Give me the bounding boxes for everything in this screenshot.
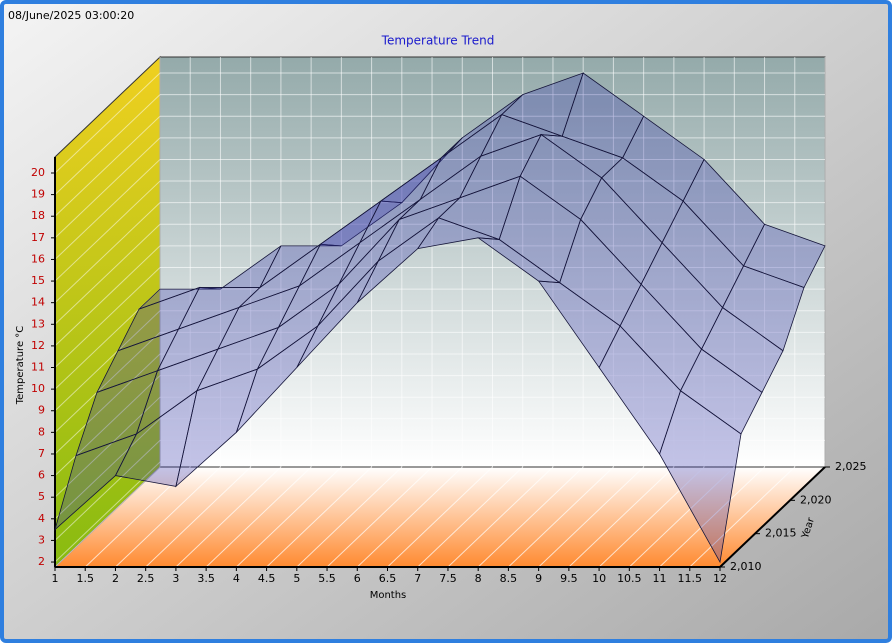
x-tick-label: 4.5: [258, 572, 276, 585]
x-axis-label: Months: [370, 590, 407, 601]
y-tick-label: 13: [31, 317, 45, 330]
x-tick-label: 8.5: [500, 572, 518, 585]
y-tick-label: 6: [38, 469, 45, 482]
grid-line: [598, 466, 705, 568]
grid-line: [689, 466, 796, 568]
x-tick-label: 3: [172, 572, 179, 585]
z-axis: [719, 466, 826, 568]
grid-line: [205, 466, 312, 568]
x-tick-label: 5.5: [318, 572, 336, 585]
grid-line: [538, 466, 644, 568]
grid-line: [54, 331, 161, 433]
grid-line: [568, 466, 675, 568]
x-tick-label: 7: [414, 572, 421, 585]
y-tick-label: 12: [31, 339, 45, 352]
grid-line: [54, 202, 161, 304]
x-tick-label: 7.5: [439, 572, 457, 585]
grid-line: [54, 94, 161, 195]
x-tick-label: 8: [475, 572, 482, 585]
y-tick-label: 14: [31, 296, 45, 309]
grid-line: [54, 115, 161, 217]
grid-line: [296, 466, 403, 568]
grid-line: [387, 466, 493, 568]
grid-line: [54, 245, 161, 347]
y-tick-label: 20: [31, 166, 45, 179]
grid-line: [508, 466, 614, 568]
y-tick-label: 11: [31, 361, 45, 374]
grid-line: [417, 466, 524, 568]
x-tick-label: 2.5: [137, 572, 155, 585]
chart-title: Temperature Trend: [381, 34, 495, 48]
grid-line: [84, 466, 191, 568]
grid-line: [145, 466, 252, 568]
y-tick-label: 2: [38, 555, 45, 568]
x-tick-label: 1: [52, 572, 59, 585]
y-tick-label: 17: [31, 231, 45, 244]
grid-line: [54, 159, 161, 260]
x-tick-label: 3.5: [197, 572, 215, 585]
y-tick-label: 15: [31, 274, 45, 287]
y-tick-label: 10: [31, 382, 45, 395]
grid-line: [54, 418, 161, 520]
grid-line: [54, 223, 161, 325]
x-tick-label: 4: [233, 572, 240, 585]
y-tick-label: 4: [38, 512, 45, 525]
y-tick-label: 8: [38, 425, 45, 438]
timestamp: 08/June/2025 03:00:20: [8, 9, 134, 22]
z-tick-label: 2,015: [765, 527, 797, 540]
z-tick-label: 2,025: [835, 460, 867, 473]
x-tick-label: 5: [293, 572, 300, 585]
y-tick-label: 18: [31, 209, 45, 222]
y-tick-label: 19: [31, 188, 45, 201]
x-tick-label: 9: [535, 572, 542, 585]
z-tick-label: 2,020: [800, 493, 832, 506]
grid-line: [447, 466, 554, 568]
grid-line: [54, 137, 161, 239]
surface-patch: [54, 433, 138, 531]
y-tick-label: 7: [38, 447, 45, 460]
x-tick-label: 12: [713, 572, 727, 585]
grid-line: [356, 466, 463, 568]
grid-line: [54, 353, 161, 455]
grid-line: [54, 396, 161, 498]
y-tick-label: 16: [31, 252, 45, 265]
x-tick-label: 11: [653, 572, 667, 585]
x-tick-label: 11.5: [678, 572, 703, 585]
grid-line: [54, 440, 161, 541]
grid-line: [54, 180, 161, 282]
grid-line: [54, 267, 161, 368]
grid-line: [326, 466, 433, 568]
grid-line: [54, 72, 161, 174]
x-tick-label: 10.5: [617, 572, 642, 585]
grid-line: [54, 466, 161, 568]
grid-line: [236, 466, 342, 568]
grid-line: [54, 461, 161, 563]
grid-line: [175, 466, 282, 568]
x-tick-label: 10: [592, 572, 606, 585]
grid-line: [477, 466, 584, 568]
y-tick-label: 9: [38, 404, 45, 417]
z-tick-label: 2,010: [730, 560, 762, 573]
grid-line: [659, 466, 765, 568]
x-tick-label: 2: [112, 572, 119, 585]
x-tick-label: 1.5: [76, 572, 94, 585]
grid-line: [54, 310, 161, 412]
x-tick-label: 6: [354, 572, 361, 585]
y-tick-label: 5: [38, 490, 45, 503]
y-tick-label: 3: [38, 533, 45, 546]
x-tick-label: 9.5: [560, 572, 578, 585]
x-tick-label: 6.5: [379, 572, 397, 585]
y-axis-label: Temperature °C: [15, 326, 26, 406]
grid-line: [266, 466, 372, 568]
grid-line: [628, 466, 735, 568]
grid-line: [115, 466, 221, 568]
grid-line: [54, 375, 161, 476]
